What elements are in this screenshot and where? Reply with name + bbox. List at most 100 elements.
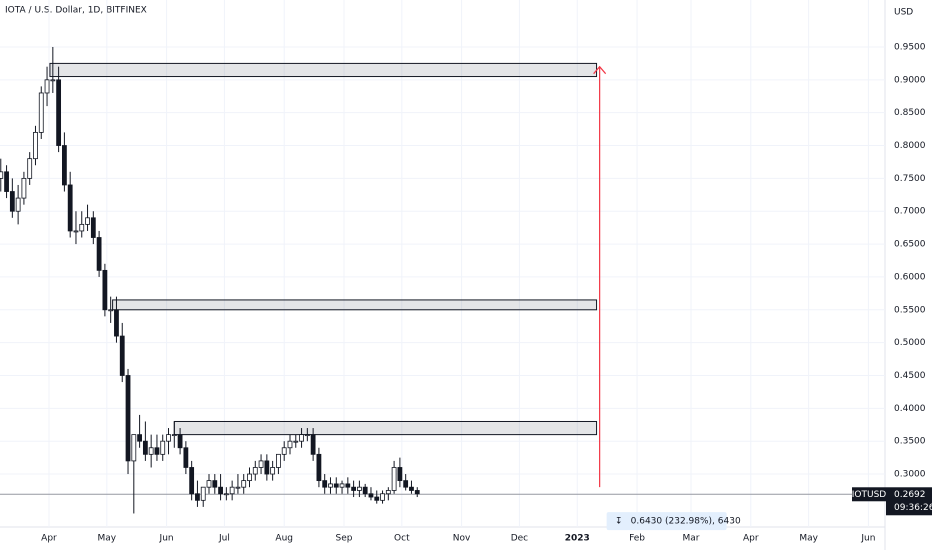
candle-body — [252, 467, 258, 475]
y-tick-label: 0.9500 — [894, 42, 926, 52]
candle-body — [33, 131, 38, 160]
x-tick-label: Apr — [743, 534, 759, 544]
candle-body — [391, 467, 397, 491]
x-tick-label: Mar — [683, 534, 700, 544]
candle-body — [21, 177, 27, 199]
candle-body — [362, 486, 368, 495]
candle-body — [137, 434, 142, 442]
x-tick-label: May — [799, 534, 818, 544]
x-tick-label: Jun — [860, 534, 875, 544]
candle-body — [374, 496, 380, 501]
y-tick-label: 0.6500 — [894, 240, 926, 250]
measure-label: 0.6430 (232.98%), 6430 — [631, 517, 741, 527]
candle-body — [270, 467, 276, 475]
y-tick-label: 0.9000 — [894, 75, 926, 85]
candle-body — [142, 440, 148, 455]
candle-body — [96, 237, 102, 271]
candle-body — [154, 447, 160, 455]
candle-body — [356, 486, 362, 491]
candle-body — [316, 453, 322, 482]
candle-body — [0, 171, 4, 179]
candle-body — [85, 217, 90, 225]
candle-body — [304, 434, 310, 437]
measure-icon: ↧ — [615, 517, 623, 527]
x-tick-label: Aug — [275, 534, 293, 544]
candle-body — [27, 158, 33, 179]
y-tick-label: 0.4500 — [894, 371, 926, 381]
measure-arrowhead — [593, 65, 607, 75]
x-tick-label: Apr — [41, 534, 57, 544]
candle-body — [73, 230, 79, 233]
zone — [49, 62, 598, 78]
y-tick-label: 0.5000 — [894, 338, 926, 348]
candle-body — [229, 486, 235, 495]
candle-body — [328, 483, 333, 488]
countdown-label: 09:36:26 — [894, 503, 932, 513]
candle-body — [258, 460, 264, 468]
y-tick-label: 0.3500 — [894, 437, 926, 447]
x-tick-label: Jun — [159, 534, 174, 544]
candle-body — [177, 434, 183, 449]
candle-body — [119, 335, 125, 376]
candle-body — [368, 493, 374, 498]
candle-body — [166, 434, 171, 442]
x-tick-label: Oct — [394, 534, 410, 544]
y-tick-label: 0.7500 — [894, 174, 926, 184]
y-tick-label: 0.4000 — [894, 404, 926, 414]
candle-body — [9, 191, 15, 212]
candle-body — [183, 447, 189, 468]
candle-body — [351, 486, 357, 491]
currency-label: USD — [894, 8, 913, 18]
candle-body — [61, 145, 67, 186]
candle-body — [333, 483, 339, 488]
candle-body — [79, 223, 85, 232]
x-tick-label: Feb — [629, 534, 645, 544]
candle-body — [102, 269, 108, 311]
candle-body — [171, 434, 177, 437]
candle-body — [148, 447, 154, 455]
symbol-label: IOTUSD — [852, 490, 887, 500]
candle-body — [223, 493, 229, 496]
measure-label-box — [606, 512, 727, 531]
candle-body — [56, 79, 62, 146]
y-tick-label: 0.6000 — [894, 272, 926, 282]
candle-body — [189, 467, 195, 495]
x-tick-label: Jul — [218, 534, 230, 544]
candle-body — [241, 480, 247, 488]
candle-body — [345, 483, 351, 488]
candle-body — [299, 434, 304, 442]
candle-body — [247, 473, 252, 482]
candle-body — [235, 486, 241, 489]
candle-body — [287, 440, 293, 449]
y-tick-label: 0.8500 — [894, 108, 926, 118]
candle-body — [90, 217, 96, 238]
y-tick-label: 0.3000 — [894, 470, 926, 480]
candle-body — [310, 434, 316, 455]
candle-body — [206, 480, 212, 488]
candle-body — [414, 490, 420, 495]
candle-body — [385, 490, 391, 495]
candle-body — [380, 493, 385, 501]
candle-body — [409, 486, 414, 491]
x-tick-label: May — [98, 534, 117, 544]
candle-body — [114, 309, 119, 337]
zone — [112, 299, 598, 311]
symbol-box — [852, 487, 886, 502]
zone — [173, 420, 598, 436]
candle-body — [160, 440, 166, 455]
candle-body — [212, 480, 218, 488]
candle-body — [322, 480, 328, 488]
candle-body — [218, 486, 223, 495]
y-tick-label: 0.7000 — [894, 207, 926, 217]
last-price-box — [886, 487, 932, 516]
candle-body — [397, 467, 403, 482]
candle-body — [281, 447, 287, 455]
candle-body — [108, 309, 114, 312]
x-tick-label: 2023 — [565, 534, 590, 544]
candle-body — [44, 79, 50, 94]
candle-body — [293, 440, 299, 443]
candle-body — [200, 486, 206, 501]
candle-body — [339, 483, 345, 488]
candle-body — [403, 480, 409, 488]
